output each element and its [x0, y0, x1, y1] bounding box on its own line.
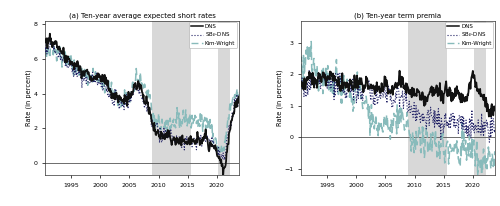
Title: (a) Ten-year average expected short rates: (a) Ten-year average expected short rate…: [68, 13, 216, 19]
Legend: DNS, SB$_E$-DNS, Kim-Wright: DNS, SB$_E$-DNS, Kim-Wright: [445, 22, 494, 48]
Bar: [218, 21, 230, 175]
Title: (b) Ten-year term premia: (b) Ten-year term premia: [354, 13, 442, 19]
Bar: [474, 21, 486, 175]
Legend: DNS, SB$_E$-DNS, Kim-Wright: DNS, SB$_E$-DNS, Kim-Wright: [189, 22, 238, 48]
Bar: [408, 21, 447, 175]
Y-axis label: Rate (in percent): Rate (in percent): [276, 70, 283, 126]
Bar: [152, 21, 190, 175]
Y-axis label: Rate (in percent): Rate (in percent): [26, 70, 32, 126]
